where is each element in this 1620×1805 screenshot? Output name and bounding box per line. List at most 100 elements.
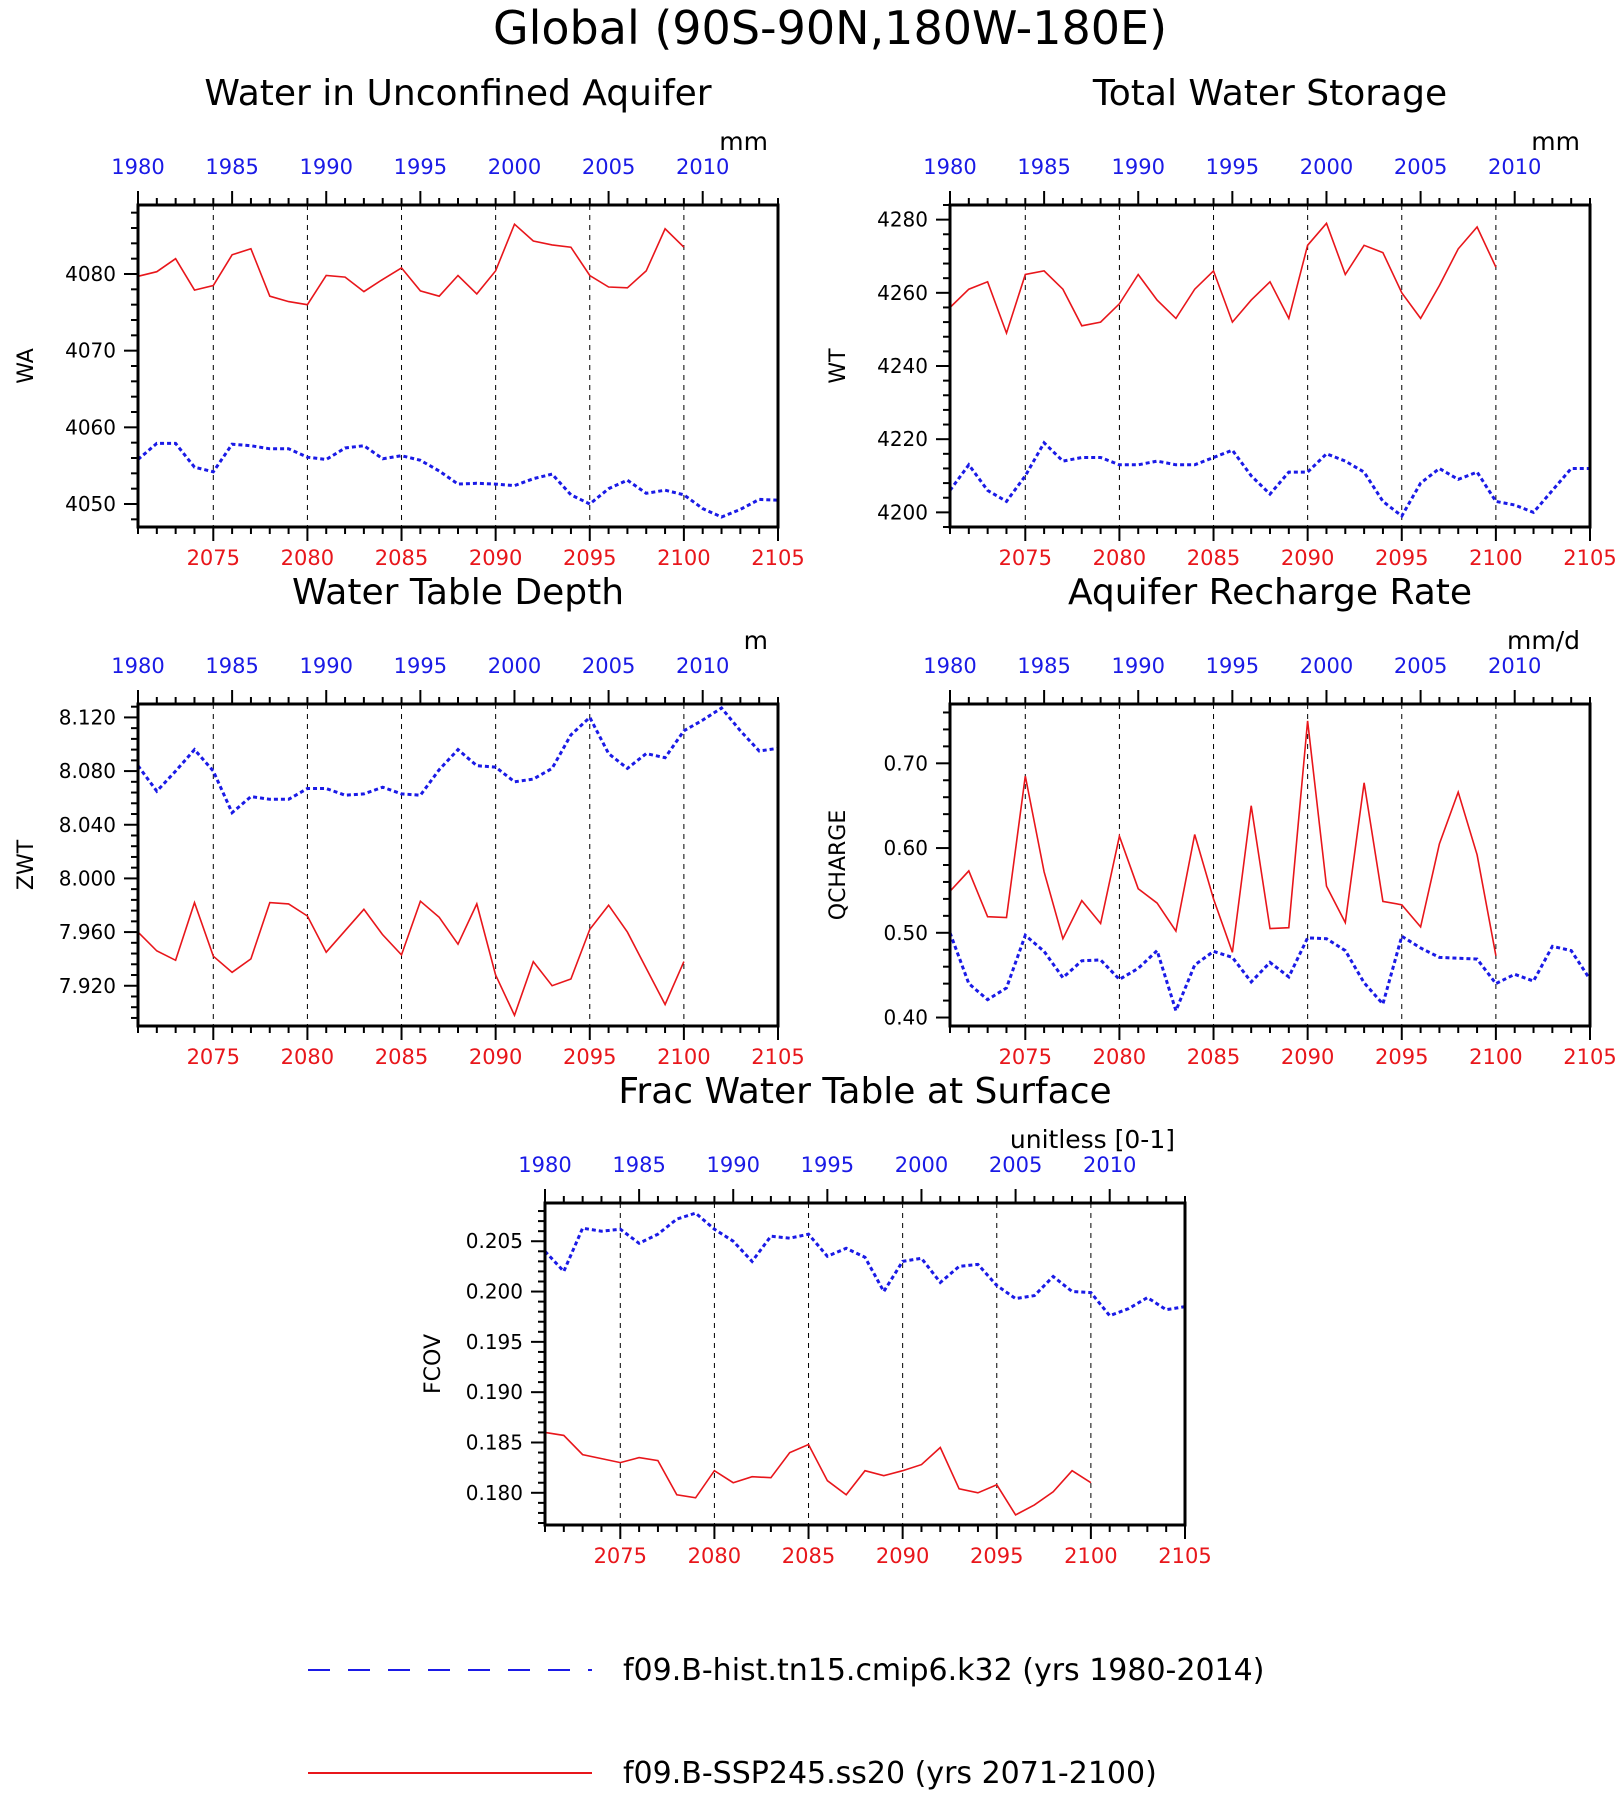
top-tick-label: 1980 xyxy=(111,654,164,678)
y-tick-label: 4060 xyxy=(65,415,116,439)
units-label: mm xyxy=(719,127,768,156)
y-tick-label: 0.205 xyxy=(466,1229,523,1253)
top-tick-label: 1995 xyxy=(394,654,447,678)
x-tick-label: 2085 xyxy=(1187,1045,1240,1069)
y-tick-label: 0.60 xyxy=(883,836,928,860)
x-tick-label: 2105 xyxy=(1563,546,1616,570)
series-line-hist xyxy=(948,932,1592,1016)
x-tick-label: 2105 xyxy=(1158,1544,1211,1568)
y-tick-label: 0.185 xyxy=(466,1430,523,1454)
series-line-ssp245 xyxy=(544,1431,1092,1516)
top-tick-label: 1990 xyxy=(1112,654,1165,678)
chart-panel-1: Water in Unconfined Aquifer mm WA 4050 4060 4… xyxy=(14,73,805,570)
legend-label: f09.B-SSP245.ss20 (yrs 2071-2100) xyxy=(623,1756,1157,1791)
plot-frame xyxy=(543,1201,1187,1527)
y-tick-label: 4080 xyxy=(65,262,116,286)
top-tick-label: 2010 xyxy=(1083,1153,1136,1177)
y-tick-label: 0.40 xyxy=(883,1006,928,1030)
top-tick-label: 1980 xyxy=(923,155,976,179)
top-tick-label: 1995 xyxy=(1206,155,1259,179)
y-tick-label: 7.960 xyxy=(59,920,116,944)
top-tick-label: 2005 xyxy=(582,654,635,678)
x-tick-label: 2090 xyxy=(469,1045,522,1069)
series-line-ssp245 xyxy=(137,222,685,306)
top-tick-label: 2000 xyxy=(895,1153,948,1177)
top-tick-label: 1990 xyxy=(300,654,353,678)
top-tick-label: 2010 xyxy=(676,155,729,179)
x-tick-label: 2085 xyxy=(1187,546,1240,570)
top-tick-label: 1980 xyxy=(518,1153,571,1177)
top-tick-label: 2010 xyxy=(1488,155,1541,179)
x-tick-label: 2090 xyxy=(1281,546,1334,570)
y-tick-label: 7.920 xyxy=(59,974,116,998)
x-tick-label: 2095 xyxy=(563,1045,616,1069)
figure-title: Global (90S-90N,180W-180E) xyxy=(493,1,1167,55)
y-tick-label: 4070 xyxy=(65,339,116,363)
x-tick-label: 2100 xyxy=(657,546,710,570)
top-tick-label: 1990 xyxy=(1112,155,1165,179)
y-tick-label: 0.70 xyxy=(883,751,928,775)
x-tick-label: 2090 xyxy=(469,546,522,570)
chart-panels: Water in Unconfined Aquifer mm WA 4050 4060 4… xyxy=(14,73,1617,1568)
y-axis-label: ZWT xyxy=(14,839,39,890)
y-tick-label: 8.000 xyxy=(59,866,116,890)
y-tick-label: 4220 xyxy=(877,427,928,451)
units-label: m xyxy=(744,626,768,655)
top-tick-label: 1995 xyxy=(801,1153,854,1177)
y-tick-label: 4260 xyxy=(877,281,928,305)
y-axis-label: FCOV xyxy=(421,1334,446,1394)
x-tick-label: 2080 xyxy=(1093,546,1146,570)
y-tick-label: 8.080 xyxy=(59,759,116,783)
top-tick-label: 1985 xyxy=(205,155,258,179)
x-tick-label: 2105 xyxy=(1563,1045,1616,1069)
x-tick-label: 2090 xyxy=(1281,1045,1334,1069)
chart-panel-2: Total Water Storage mm WT 4200 4220 4240 4260 4… xyxy=(826,73,1617,570)
top-tick-label: 1985 xyxy=(1017,155,1070,179)
y-tick-label: 4280 xyxy=(877,208,928,232)
series-line-hist xyxy=(543,1211,1186,1318)
y-axis-label: WA xyxy=(14,348,39,384)
panel-title: Water Table Depth xyxy=(292,572,624,613)
y-tick-label: 0.180 xyxy=(466,1481,523,1505)
x-tick-label: 2080 xyxy=(281,1045,334,1069)
x-tick-label: 2100 xyxy=(1469,546,1522,570)
series-line-hist xyxy=(136,706,779,816)
top-tick-label: 1995 xyxy=(394,155,447,179)
y-tick-label: 0.195 xyxy=(466,1330,523,1354)
x-tick-label: 2095 xyxy=(970,1544,1023,1568)
top-tick-label: 2005 xyxy=(1394,155,1447,179)
x-tick-label: 2100 xyxy=(1064,1544,1117,1568)
x-tick-label: 2085 xyxy=(375,546,428,570)
x-tick-label: 2080 xyxy=(688,1544,741,1568)
top-tick-label: 2005 xyxy=(1394,654,1447,678)
y-tick-label: 4240 xyxy=(877,354,928,378)
top-tick-label: 2005 xyxy=(582,155,635,179)
top-tick-label: 2000 xyxy=(1300,654,1353,678)
y-tick-label: 0.190 xyxy=(466,1380,523,1404)
top-tick-label: 1980 xyxy=(111,155,164,179)
x-tick-label: 2075 xyxy=(594,1544,647,1568)
x-tick-label: 2075 xyxy=(999,546,1052,570)
x-tick-label: 2105 xyxy=(751,546,804,570)
x-tick-label: 2085 xyxy=(782,1544,835,1568)
top-tick-label: 1985 xyxy=(1017,654,1070,678)
top-tick-label: 2000 xyxy=(488,654,541,678)
top-tick-label: 1985 xyxy=(612,1153,665,1177)
x-tick-label: 2075 xyxy=(999,1045,1052,1069)
top-tick-label: 1990 xyxy=(300,155,353,179)
x-tick-label: 2080 xyxy=(1093,1045,1146,1069)
top-tick-label: 1995 xyxy=(1206,654,1259,678)
top-tick-label: 2010 xyxy=(676,654,729,678)
series-line-ssp245 xyxy=(137,899,685,1018)
top-tick-label: 1980 xyxy=(923,654,976,678)
y-tick-label: 0.200 xyxy=(466,1280,523,1304)
series-line-ssp245 xyxy=(949,221,1497,336)
x-tick-label: 2085 xyxy=(375,1045,428,1069)
y-axis-label: QCHARGE xyxy=(826,810,851,921)
plot-frame xyxy=(948,702,1592,1028)
top-tick-label: 2000 xyxy=(488,155,541,179)
x-tick-label: 2100 xyxy=(657,1045,710,1069)
y-axis-label: WT xyxy=(826,348,851,384)
series-line-hist xyxy=(948,440,1590,519)
